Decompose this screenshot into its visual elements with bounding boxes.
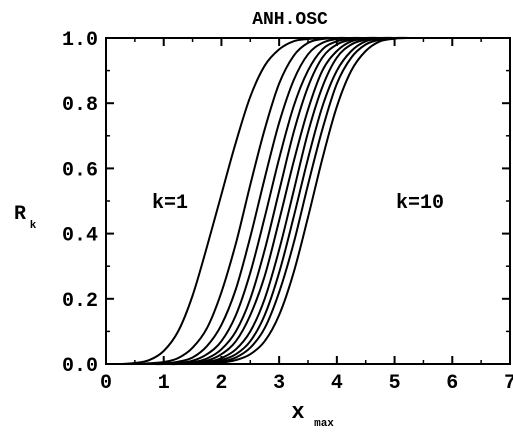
y-tick-label: 0.0 <box>62 355 98 378</box>
x-tick-label: 7 <box>504 372 513 395</box>
x-tick-label: 0 <box>100 372 112 395</box>
y-axis-label: R <box>14 203 26 226</box>
tick-group: 0 1 2 3 4 5 6 7 0.0 0.2 0.4 0.6 0.8 1.0 <box>62 29 513 395</box>
x-axis-label: x <box>291 400 304 425</box>
chart-title: ANH.OSC <box>252 10 328 30</box>
x-tick-label: 1 <box>158 372 170 395</box>
y-axis-label-subscript: k <box>30 220 37 232</box>
x-tick-label: 2 <box>215 372 227 395</box>
y-tick-label: 0.6 <box>62 159 98 182</box>
annotation-k1: k=1 <box>152 192 188 215</box>
x-tick-label: 4 <box>331 372 343 395</box>
y-tick-label: 0.2 <box>62 290 98 313</box>
x-tick-label: 3 <box>273 372 285 395</box>
y-tick-label: 1.0 <box>62 29 98 52</box>
x-axis-label-subscript: max <box>314 418 334 430</box>
annotation-k10: k=10 <box>396 192 444 215</box>
x-tick-label: 5 <box>389 372 401 395</box>
plot-frame <box>105 37 511 365</box>
y-tick-label: 0.4 <box>62 225 98 248</box>
x-tick-label: 6 <box>446 372 458 395</box>
y-tick-label: 0.8 <box>62 94 98 117</box>
